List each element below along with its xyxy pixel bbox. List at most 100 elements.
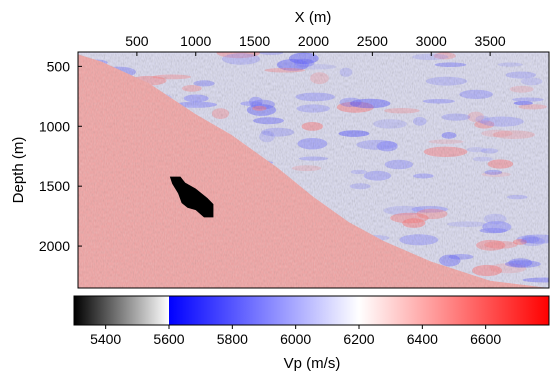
x-tick-label: 2500 bbox=[357, 33, 388, 49]
sediment-perturbation bbox=[350, 169, 367, 175]
sediment-perturbation bbox=[384, 108, 420, 114]
colorbar-tick-label: 6200 bbox=[343, 331, 374, 347]
sediment-perturbation bbox=[338, 130, 370, 137]
sediment-perturbation bbox=[512, 97, 544, 102]
sediment-perturbation bbox=[487, 159, 514, 169]
sediment-perturbation bbox=[433, 52, 456, 60]
sediment-perturbation bbox=[481, 129, 513, 137]
sediment-perturbation bbox=[472, 156, 493, 162]
sediment-perturbation bbox=[484, 240, 518, 249]
sediment-perturbation bbox=[259, 130, 275, 143]
sediment-perturbation bbox=[520, 236, 545, 247]
sediment-perturbation bbox=[383, 205, 425, 216]
y-axis-title: Depth (m) bbox=[10, 137, 27, 204]
sediment-perturbation bbox=[339, 67, 353, 77]
sediment-perturbation bbox=[384, 159, 413, 170]
sediment-perturbation bbox=[508, 258, 533, 268]
colorbar-tick-label: 6000 bbox=[280, 331, 311, 347]
colorbar-frame bbox=[73, 295, 550, 326]
colorbar: 5400 5600 5800 6000 6200 6400 6600 Vp (m/s) bbox=[73, 295, 550, 372]
sediment-perturbation bbox=[481, 171, 511, 177]
colorbar-segment-black bbox=[74, 296, 169, 325]
sediment-perturbation bbox=[373, 119, 407, 129]
sediment-perturbation bbox=[264, 67, 306, 73]
x-tick-label: 3000 bbox=[416, 33, 447, 49]
sediment-perturbation bbox=[183, 94, 209, 103]
sediment-perturbation bbox=[301, 122, 323, 131]
sediment-perturbation bbox=[480, 148, 499, 154]
sediment-perturbation bbox=[475, 115, 490, 124]
sediment-perturbation bbox=[492, 130, 535, 139]
sediment-perturbation bbox=[399, 234, 439, 246]
y-tick-label: 500 bbox=[47, 58, 71, 74]
plot-area bbox=[78, 52, 549, 288]
sediment-perturbation bbox=[356, 139, 398, 150]
salt-body-texture bbox=[78, 54, 549, 288]
sediment-perturbation bbox=[193, 80, 215, 87]
sediment-perturbation bbox=[505, 71, 537, 79]
sediment-perturbation bbox=[249, 96, 263, 107]
x-tick-label: 3500 bbox=[475, 33, 506, 49]
sediment-perturbation bbox=[472, 264, 503, 277]
sediment-perturbation bbox=[484, 169, 503, 175]
sediment-perturbation bbox=[216, 52, 260, 59]
sediment-perturbation bbox=[513, 239, 527, 245]
sediment-perturbation bbox=[513, 101, 533, 106]
sediment-perturbation bbox=[459, 89, 494, 99]
y-tick-label: 2000 bbox=[39, 238, 70, 254]
sediment-perturbation bbox=[412, 53, 449, 61]
sediment-perturbation bbox=[423, 146, 468, 157]
colorbar-title: Vp (m/s) bbox=[284, 355, 341, 372]
sediment-perturbation bbox=[259, 52, 284, 55]
sediment-perturbation bbox=[479, 228, 507, 234]
colorbar-tick-label: 5400 bbox=[90, 331, 121, 347]
sediment-perturbation bbox=[289, 52, 319, 65]
sediment-perturbation bbox=[211, 108, 230, 119]
sediment-perturbation bbox=[448, 253, 474, 260]
sediment-perturbation bbox=[252, 105, 267, 111]
sediment-perturbation bbox=[480, 116, 524, 127]
sediment-perturbation bbox=[339, 97, 362, 108]
y-tick-label: 1500 bbox=[39, 178, 70, 194]
sediment-perturbation bbox=[349, 183, 371, 190]
sediment-perturbation bbox=[295, 92, 336, 102]
colorbar-tick-label: 5800 bbox=[217, 331, 248, 347]
sediment-perturbation bbox=[520, 77, 543, 86]
sediment-perturbation bbox=[250, 99, 275, 110]
low-velocity-anomaly bbox=[169, 176, 214, 218]
sediment-perturbation bbox=[240, 101, 263, 106]
sediment-perturbation bbox=[310, 72, 329, 85]
sediment-perturbation bbox=[416, 208, 448, 220]
sediment-perturbation bbox=[441, 132, 457, 139]
x-axis: 500 1000 1500 2000 2500 3000 3500 bbox=[125, 33, 506, 56]
sediment-perturbation bbox=[446, 221, 488, 227]
sediment-perturbation bbox=[506, 194, 528, 200]
sediment-perturbation bbox=[483, 213, 507, 225]
sediment-perturbation bbox=[246, 104, 277, 116]
sediment-perturbation bbox=[518, 104, 547, 110]
sediment-perturbation bbox=[425, 76, 468, 86]
y-tick-label: 1000 bbox=[39, 118, 70, 134]
sediment-perturbation bbox=[253, 117, 284, 125]
x-axis-title: X (m) bbox=[295, 9, 332, 26]
sediment-perturbation bbox=[413, 173, 434, 179]
sediment-perturbation bbox=[297, 138, 328, 150]
colorbar-tick-label: 5600 bbox=[153, 331, 184, 347]
sediment-perturbation bbox=[363, 170, 392, 181]
x-tick-label: 1500 bbox=[239, 33, 270, 49]
x-tick-label: 500 bbox=[125, 33, 149, 49]
sediment-perturbation bbox=[441, 113, 471, 121]
colorbar-ticks: 5400 5600 5800 6000 6200 6400 6600 bbox=[90, 325, 501, 347]
sediment-perturbation bbox=[298, 156, 329, 161]
sediment-perturbation bbox=[294, 58, 315, 68]
colorbar-segment-blue bbox=[169, 296, 359, 325]
x-tick-label: 1000 bbox=[180, 33, 211, 49]
sediment-perturbation bbox=[467, 111, 485, 123]
sediment-perturbation bbox=[152, 74, 192, 80]
sediment-perturbation bbox=[476, 239, 506, 251]
sediment-perturbation bbox=[402, 218, 426, 228]
colorbar-tick-label: 6400 bbox=[407, 331, 438, 347]
sediment-perturbation bbox=[521, 235, 540, 243]
sediment-perturbation bbox=[482, 221, 512, 233]
